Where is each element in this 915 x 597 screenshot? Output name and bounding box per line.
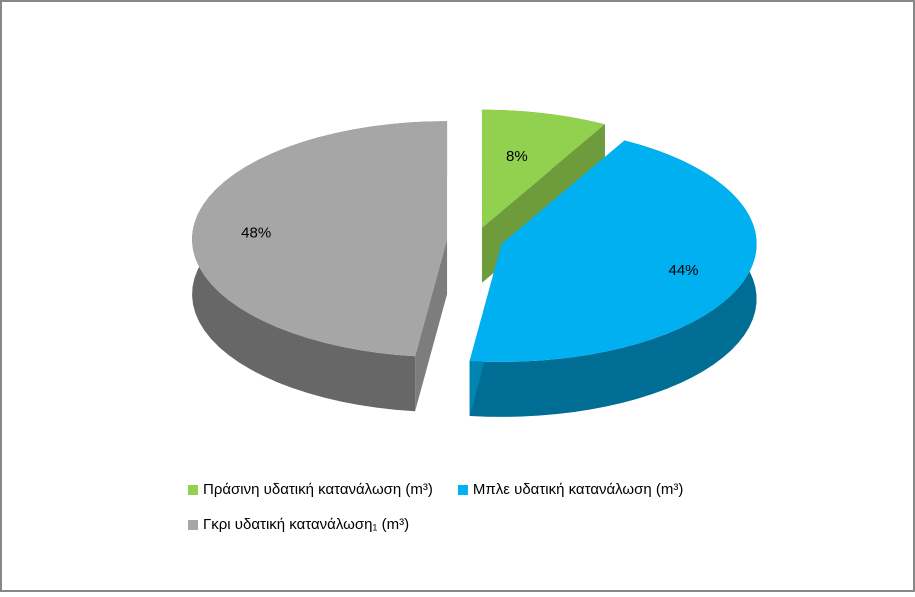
legend-swatch [457, 485, 468, 495]
data-labels: 8% 44% 48% [241, 148, 698, 279]
legend-label: Πράσινη υδατική κατανάλωση (m³) [203, 481, 433, 498]
legend-swatch [188, 520, 198, 530]
data-label: 44% [669, 262, 699, 279]
legend-item: Γκρι υδατική κατανάλωση₁ (m³) [188, 516, 409, 533]
pie-slice [192, 121, 448, 357]
pie-slice [481, 109, 605, 228]
data-label: 48% [241, 225, 271, 242]
legend-swatch [188, 485, 198, 495]
legend-label: Μπλε υδατική κατανάλωση (m³) [473, 481, 683, 498]
legend: Πράσινη υδατική κατανάλωση (m³) Μπλε υδατ… [188, 481, 683, 533]
data-label: 8% [506, 148, 528, 165]
legend-item: Πράσινη υδατική κατανάλωση (m³) [188, 481, 433, 498]
slice-wall [415, 239, 448, 412]
pie-tops [192, 109, 757, 362]
legend-item: Μπλε υδατική κατανάλωση (m³) [457, 481, 683, 498]
pie-slice [469, 140, 757, 362]
legend-label: Γκρι υδατική κατανάλωση₁ (m³) [203, 516, 409, 533]
